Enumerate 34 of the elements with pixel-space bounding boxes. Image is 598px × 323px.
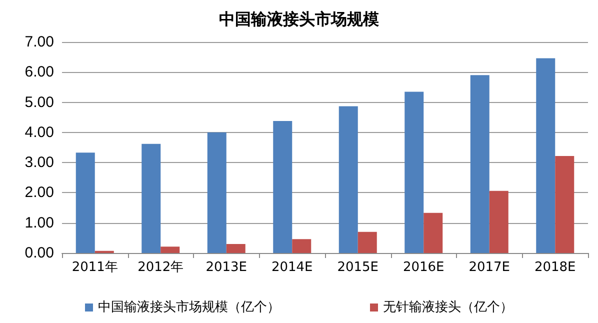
y-tick-label: 5.00	[24, 94, 54, 111]
bar	[424, 212, 443, 253]
bar	[142, 144, 161, 253]
y-tick-label: 7.00	[24, 34, 54, 50]
x-tick-label: 2016E	[402, 260, 444, 275]
x-tick-label: 2014E	[271, 260, 313, 275]
y-tick-label: 0.00	[24, 244, 54, 262]
bar	[404, 92, 424, 253]
x-tick-label: 2018E	[534, 260, 576, 275]
bar	[76, 152, 95, 253]
y-tick-label: 2.00	[24, 184, 54, 202]
y-tick-label: 6.00	[24, 64, 54, 81]
y-tick-label: 1.00	[24, 214, 54, 232]
bar	[358, 232, 377, 253]
x-tick-label: 2011年	[72, 260, 118, 275]
y-tick-label: 4.00	[24, 124, 54, 141]
legend-label: 中国输液接头市场规模（亿个）	[98, 300, 280, 315]
bar	[555, 156, 574, 253]
y-tick-label: 3.00	[24, 154, 54, 172]
legend-label: 无针输液接头（亿个）	[383, 300, 513, 315]
bar	[536, 58, 556, 253]
bar	[273, 120, 292, 253]
x-tick-label: 2017E	[468, 260, 510, 275]
bar	[160, 246, 180, 253]
x-tick-label: 2015E	[337, 260, 379, 275]
x-tick-label: 2012年	[138, 260, 184, 275]
bar	[338, 106, 358, 253]
x-tick-label: 2013E	[206, 260, 248, 275]
chart-title: 中国输液接头市场规模	[219, 10, 379, 28]
bar	[207, 132, 226, 253]
bar	[470, 75, 490, 253]
bar	[292, 239, 312, 253]
bar	[226, 244, 246, 253]
bar	[489, 190, 508, 253]
